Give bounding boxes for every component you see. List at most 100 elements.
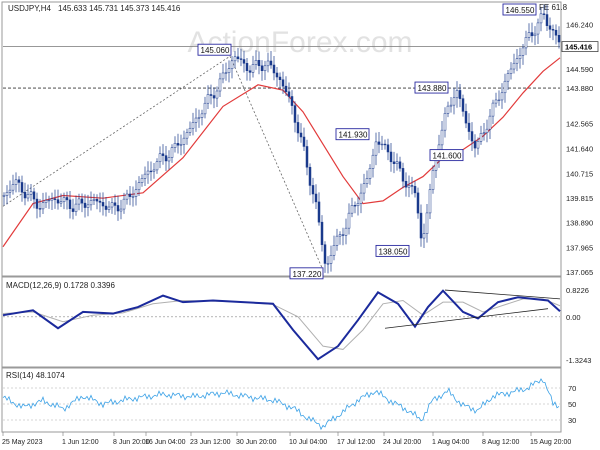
level-box-145.060	[197, 43, 232, 56]
time-tick-label: 16 Jun 04:00	[145, 439, 186, 446]
candle-body	[224, 72, 228, 74]
candle-body	[383, 143, 387, 146]
candle-body	[95, 199, 99, 202]
candle-body	[320, 221, 324, 245]
candle-body	[350, 205, 354, 214]
candle-body	[266, 60, 270, 67]
candle-body	[26, 194, 30, 199]
candle-body	[410, 185, 414, 187]
candle-body	[194, 117, 198, 123]
candle-body	[371, 154, 375, 169]
candle-body	[542, 13, 546, 15]
candle-body	[269, 60, 273, 66]
macd-line	[2, 289, 561, 361]
rsi-label: RSI(14) 48.1074	[6, 371, 65, 380]
candle-body	[131, 196, 135, 198]
level-label-143.880: 143.880	[418, 84, 447, 93]
candle-body	[236, 56, 240, 59]
candle-body	[80, 198, 84, 204]
candle-body	[98, 200, 102, 203]
candle-body	[425, 212, 429, 234]
level-box-138.050	[375, 244, 410, 257]
candle-body	[41, 202, 45, 210]
candle-body	[521, 47, 525, 56]
candle-body	[299, 132, 303, 138]
candle-body	[86, 204, 90, 208]
current-price-label: 145.416	[565, 43, 592, 52]
candle-body	[212, 95, 216, 99]
candle-body	[512, 62, 516, 70]
candle-body	[44, 200, 48, 203]
time-tick-label: 24 Jul 20:00	[383, 439, 421, 446]
candle-body	[413, 186, 417, 194]
price-axis: 146.240145.415144.590142.565141.640140.7…	[561, 20, 599, 277]
candle-body	[134, 189, 138, 197]
candle-body	[440, 129, 444, 146]
candle-body	[392, 161, 396, 164]
candle-body	[452, 97, 456, 106]
candle-body	[377, 141, 381, 145]
candle-body	[260, 65, 264, 71]
macd-panel	[1, 276, 562, 368]
candle-body	[530, 32, 534, 37]
time-tick-label: 1 Jun 12:00	[62, 439, 99, 446]
candle-body	[155, 161, 159, 171]
candle-body	[398, 161, 402, 169]
candle-body	[146, 170, 150, 175]
time-tick-label: 10 Jul 04:00	[289, 439, 327, 446]
rsi-layer	[2, 378, 560, 431]
candle-body	[11, 184, 15, 191]
candle-body	[455, 90, 459, 99]
candle-body	[245, 63, 249, 71]
candle-body	[497, 99, 501, 102]
candle-body	[59, 201, 63, 204]
candle-body	[197, 117, 201, 119]
candle-body	[65, 197, 69, 201]
candle-body	[203, 102, 207, 115]
candle-body	[251, 64, 255, 73]
rsi-tick-label: 50	[568, 400, 576, 409]
candle-body	[89, 200, 93, 206]
candle-body	[53, 198, 57, 200]
candle-body	[494, 99, 498, 104]
level-box-141.930	[335, 128, 370, 141]
level-label-141.930: 141.930	[339, 131, 368, 140]
candle-body	[311, 185, 315, 195]
candle-body	[167, 157, 171, 162]
candle-body	[227, 68, 231, 73]
candle-body	[200, 113, 204, 118]
time-tick-label: 8 Aug 12:00	[482, 439, 519, 446]
candle-body	[386, 144, 390, 153]
candle-body	[551, 29, 555, 31]
candle-body	[104, 205, 108, 210]
candle-body	[431, 170, 435, 190]
candle-body	[101, 202, 105, 207]
candle-body	[287, 91, 291, 97]
candle-body	[464, 111, 468, 124]
rsi-tick-label: 70	[568, 384, 576, 393]
candle-body	[92, 199, 96, 201]
candle-body	[554, 29, 558, 36]
macd-trendline-lower	[384, 308, 549, 329]
candle-body	[332, 245, 336, 256]
time-tick-label: 30 Jun 20:00	[236, 439, 277, 446]
level-label-138.050: 138.050	[379, 247, 408, 256]
price-tick-label: 137.965	[566, 244, 593, 253]
price-tick-label: 144.590	[566, 65, 593, 74]
candle-body	[344, 227, 348, 236]
candle-body	[17, 179, 21, 183]
candle-body	[506, 73, 510, 82]
candle-body	[443, 113, 447, 131]
candle-body	[473, 140, 477, 149]
candle-body	[500, 92, 504, 101]
ohlc-header: 145.633 145.731 145.373 145.416	[58, 4, 181, 13]
candle-body	[149, 170, 153, 173]
candle-body	[359, 192, 363, 204]
candle-body	[152, 169, 156, 172]
candle-body	[527, 32, 531, 38]
price-tick-label: 142.565	[566, 120, 593, 129]
macd-tick-label: -1.3243	[566, 356, 591, 365]
candle-body	[365, 178, 369, 185]
time-tick-label: 8 Jun 20:00	[113, 439, 150, 446]
level-box-143.880	[414, 81, 449, 94]
